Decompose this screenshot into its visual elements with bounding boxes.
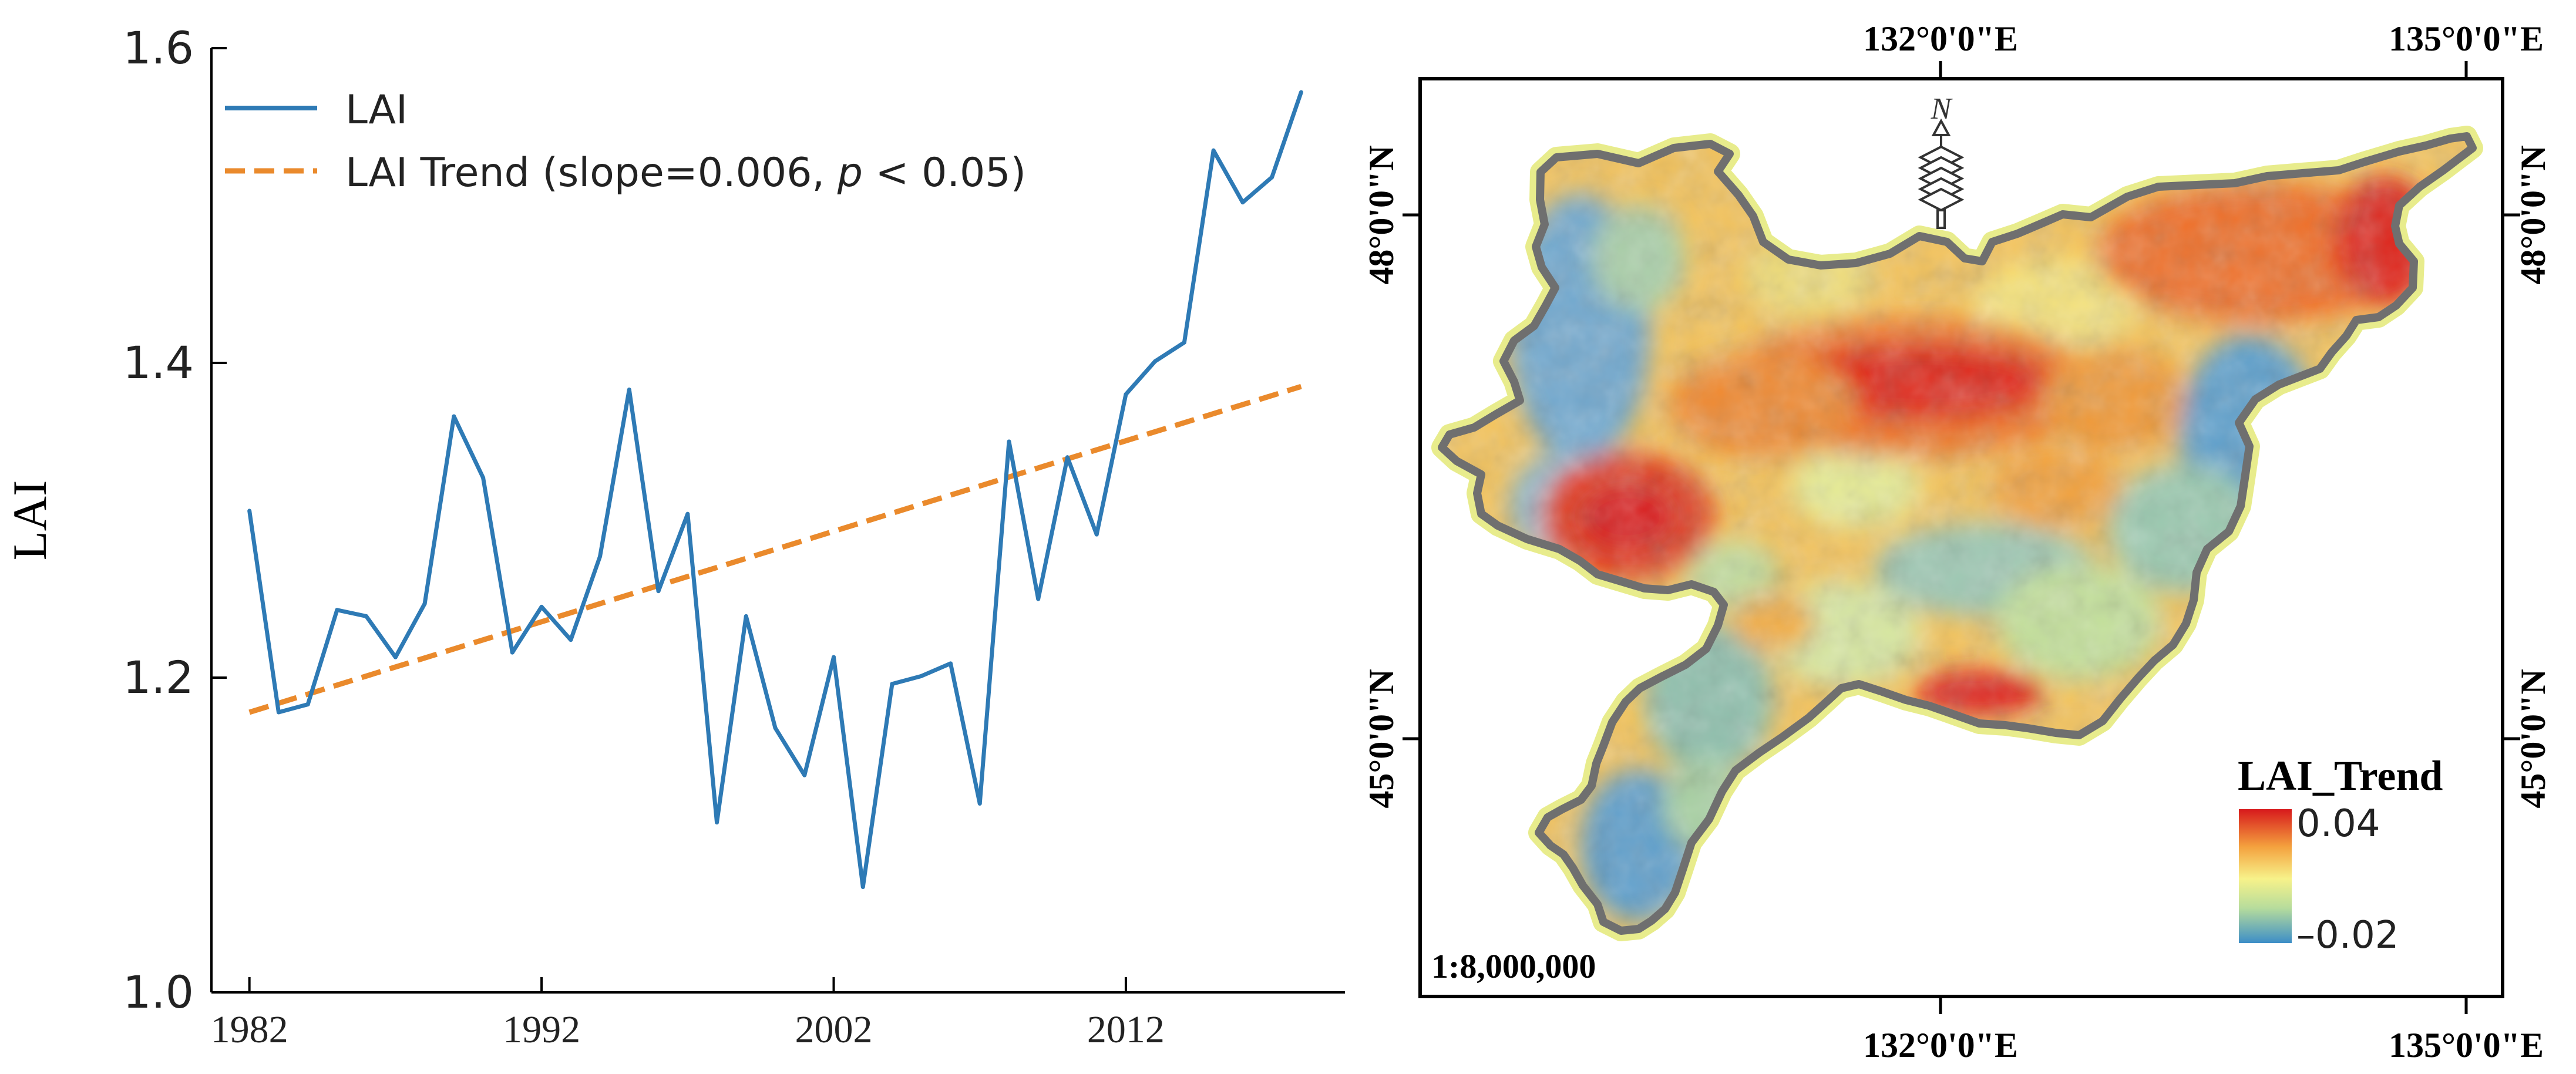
- bottom-lon-label-1: 132°0'0"E: [1863, 1026, 2018, 1065]
- x-tick-label: 2012: [1087, 1008, 1165, 1051]
- legend: LAI LAI Trend (slope=0.006, p < 0.05): [225, 87, 1026, 196]
- colorbar-min-label: –0.02: [2296, 914, 2399, 957]
- left-lat-label-1: 48°0'0"N: [1362, 145, 1401, 284]
- colorbar-gradient: [2239, 809, 2292, 943]
- lai-point: [1065, 455, 1070, 460]
- lai-series-line: [247, 91, 1303, 889]
- trend-line: [248, 383, 1302, 715]
- lai-point: [977, 801, 982, 806]
- lai-point: [598, 554, 603, 559]
- y-tick-label: 1.2: [123, 651, 194, 703]
- top-lon-label-2: 135°0'0"E: [2389, 19, 2544, 58]
- lai-point: [510, 650, 514, 655]
- north-arrow-icon: N: [1918, 92, 1965, 229]
- legend-trend-p: p: [837, 150, 863, 196]
- lai-point: [948, 661, 953, 666]
- lai-point: [1299, 90, 1303, 95]
- legend-trend-suffix: < 0.05): [863, 150, 1026, 196]
- colorbar-title: LAI_Trend: [2238, 752, 2443, 799]
- lai-point: [569, 638, 573, 642]
- x-tick-label: 2002: [795, 1008, 873, 1051]
- lai-point: [890, 682, 894, 686]
- lai-point: [860, 884, 865, 889]
- lai-point: [832, 655, 836, 659]
- lai-point: [1240, 200, 1245, 205]
- lai-point: [452, 414, 456, 419]
- lai-point: [1007, 439, 1011, 444]
- y-tick-label: 1.4: [123, 336, 194, 389]
- lai-point: [422, 601, 427, 606]
- lai-point: [773, 726, 778, 730]
- lai-series-points: [247, 90, 1303, 889]
- lai-point: [744, 614, 748, 618]
- lai-point: [802, 773, 807, 777]
- y-tick-label: 1.6: [123, 22, 194, 74]
- lai-point: [539, 604, 544, 609]
- lai-point: [1270, 175, 1274, 180]
- right-lat-label-1: 48°0'0"N: [2514, 145, 2553, 284]
- map-frame-ticks: [1403, 61, 2520, 1014]
- legend-label-trend: LAI Trend (slope=0.006, p < 0.05): [345, 150, 1026, 196]
- lai-point: [276, 710, 281, 715]
- colorbar-legend: LAI_Trend 0.04 –0.02: [2238, 752, 2443, 957]
- lai-point: [1036, 597, 1041, 601]
- lai-point: [393, 655, 398, 659]
- left-lat-label-2: 45°0'0"N: [1362, 669, 1401, 808]
- lai-point: [715, 820, 719, 825]
- x-tick-label: 1982: [211, 1008, 288, 1051]
- lai-point: [627, 388, 631, 392]
- lai-point: [919, 674, 924, 678]
- lai-point: [1124, 392, 1128, 397]
- right-lat-label-2: 45°0'0"N: [2514, 669, 2553, 808]
- y-tick-label: 1.0: [123, 966, 194, 1018]
- legend-label-lai: LAI: [345, 87, 408, 133]
- lai-point: [656, 589, 661, 594]
- lai-point: [335, 608, 339, 612]
- x-axis-ticks: 1982 1992 2002 2012: [211, 977, 1165, 1051]
- lai-point: [685, 511, 690, 516]
- lai-point: [1094, 532, 1099, 537]
- lai-trend-map: 132°0'0"E 135°0'0"E 132°0'0"E 135°0'0"E …: [1362, 19, 2553, 1065]
- lai-line-chart: 1.0 1.2 1.4 1.6 1982 1992 2002 2012 LAI LAI LA…: [3, 22, 1345, 1051]
- lai-point: [364, 614, 369, 618]
- colorbar-max-label: 0.04: [2296, 802, 2380, 846]
- x-tick-label: 1992: [503, 1008, 580, 1051]
- lai-point: [305, 702, 310, 707]
- map-scale: 1:8,000,000: [1431, 947, 1596, 985]
- y-axis-ticks: 1.0 1.2 1.4 1.6: [123, 22, 227, 1018]
- lai-point: [481, 476, 486, 480]
- lai-point: [1211, 148, 1216, 153]
- legend-trend-prefix: LAI Trend (slope=0.006,: [345, 150, 838, 196]
- lai-point: [1153, 359, 1158, 363]
- bottom-lon-label-2: 135°0'0"E: [2389, 1026, 2544, 1065]
- lai-point: [1182, 340, 1186, 345]
- y-axis-label: LAI: [3, 480, 56, 561]
- lai-point: [247, 509, 252, 513]
- top-lon-label-1: 132°0'0"E: [1863, 19, 2018, 58]
